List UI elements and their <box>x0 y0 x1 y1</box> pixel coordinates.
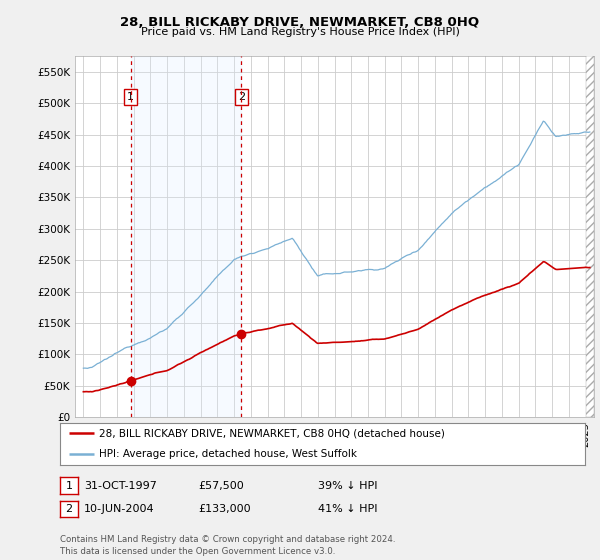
Text: 2: 2 <box>238 92 245 102</box>
Text: £133,000: £133,000 <box>198 504 251 514</box>
Text: 31-OCT-1997: 31-OCT-1997 <box>84 480 157 491</box>
Text: Price paid vs. HM Land Registry's House Price Index (HPI): Price paid vs. HM Land Registry's House … <box>140 27 460 37</box>
Text: 2: 2 <box>65 504 73 514</box>
Text: 10-JUN-2004: 10-JUN-2004 <box>84 504 155 514</box>
Text: 28, BILL RICKABY DRIVE, NEWMARKET, CB8 0HQ (detached house): 28, BILL RICKABY DRIVE, NEWMARKET, CB8 0… <box>100 428 445 438</box>
Text: 28, BILL RICKABY DRIVE, NEWMARKET, CB8 0HQ: 28, BILL RICKABY DRIVE, NEWMARKET, CB8 0… <box>121 16 479 29</box>
Text: Contains HM Land Registry data © Crown copyright and database right 2024.
This d: Contains HM Land Registry data © Crown c… <box>60 535 395 556</box>
Text: HPI: Average price, detached house, West Suffolk: HPI: Average price, detached house, West… <box>100 449 358 459</box>
Text: 41% ↓ HPI: 41% ↓ HPI <box>318 504 377 514</box>
Text: 39% ↓ HPI: 39% ↓ HPI <box>318 480 377 491</box>
Text: £57,500: £57,500 <box>198 480 244 491</box>
Text: 1: 1 <box>127 92 134 102</box>
Bar <box>131 56 241 417</box>
Text: 1: 1 <box>65 480 73 491</box>
